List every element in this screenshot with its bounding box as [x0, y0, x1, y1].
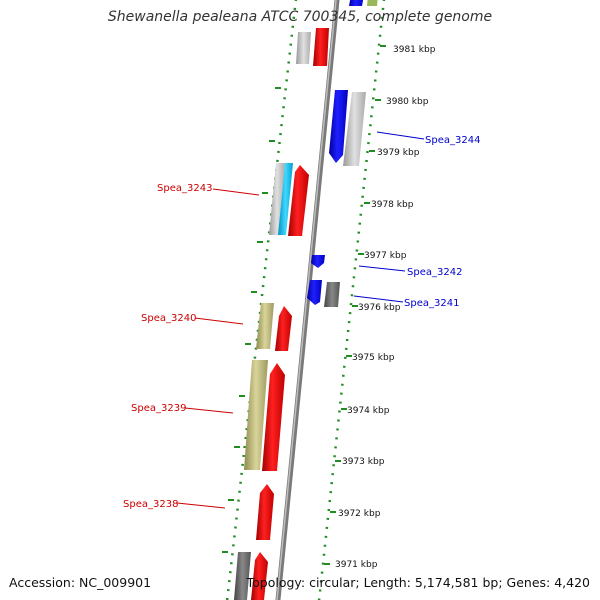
kbp-label: 3975 kbp: [352, 353, 395, 363]
kbp-label: 3978 kbp: [371, 200, 414, 210]
gene-cyan-3243: [278, 163, 293, 235]
major-tick-dashes: [222, 87, 281, 553]
gene-red-3243: [288, 165, 309, 236]
gene-gray-3243: [269, 163, 285, 235]
accession-text: Accession: NC_009901: [9, 575, 152, 590]
gene-dark-3241: [324, 282, 340, 307]
gene-red-3239: [262, 363, 285, 471]
gene-label-spea-3244[interactable]: Spea_3244: [425, 135, 480, 146]
gene-blue-3244: [329, 90, 348, 163]
gene-gray-3244: [343, 92, 366, 166]
gene-gray-top: [296, 32, 311, 64]
gene-label-spea-3241[interactable]: Spea_3241: [404, 298, 459, 309]
kbp-label: 3976 kbp: [358, 303, 401, 313]
gene-labels: Spea_3244 Spea_3243 Spea_3242 Spea_3241 …: [123, 131, 480, 510]
gene-label-spea-3243[interactable]: Spea_3243: [157, 183, 212, 194]
gene-dark-bottom: [234, 552, 251, 600]
kbp-label: 3973 kbp: [342, 457, 385, 467]
kbp-label: 3977 kbp: [364, 251, 407, 261]
map-title: Shewanella pealeana ATCC 700345, complet…: [107, 9, 493, 25]
kbp-label: 3979 kbp: [377, 148, 420, 158]
gene-red-3240: [275, 306, 292, 351]
gene-features: [234, 0, 378, 600]
gene-olive-3239: [244, 360, 268, 470]
gene-blue-3242: [311, 255, 325, 268]
gene-label-spea-3242[interactable]: Spea_3242: [407, 267, 462, 278]
kbp-label: 3974 kbp: [347, 406, 390, 416]
gene-label-spea-3238[interactable]: Spea_3238: [123, 499, 178, 510]
gene-label-spea-3240[interactable]: Spea_3240: [141, 313, 196, 324]
gene-red-3238: [256, 484, 274, 540]
gene-green-topmost: [367, 0, 378, 6]
gene-red-bottom: [251, 552, 268, 600]
kbp-scale: 3981 kbp 3980 kbp 3979 kbp 3978 kbp 3977…: [324, 45, 436, 570]
kbp-label: 3980 kbp: [386, 97, 429, 107]
gene-blue-3241: [307, 280, 322, 305]
kbp-label: 3972 kbp: [338, 509, 381, 519]
gene-red-top: [313, 28, 329, 66]
gene-label-spea-3239[interactable]: Spea_3239: [131, 403, 186, 414]
topology-text: Topology: circular; Length: 5,174,581 bp…: [246, 575, 590, 590]
gene-olive-3240: [256, 303, 274, 349]
kbp-label: 3971 kbp: [335, 560, 378, 570]
genome-backbone: [275, 0, 340, 600]
gene-blue-topmost: [349, 0, 364, 6]
kbp-label: 3981 kbp: [393, 45, 436, 55]
